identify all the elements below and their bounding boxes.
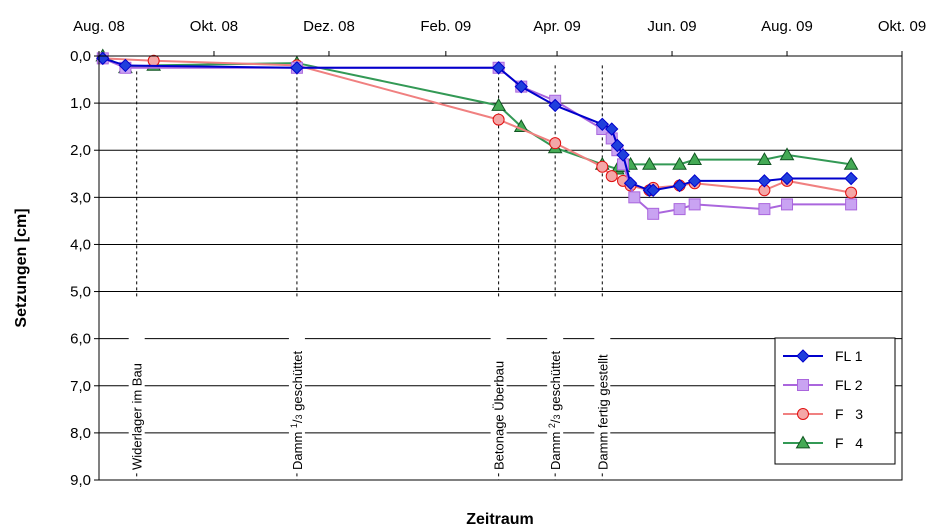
axes: 0,0 1,0 2,0 3,0 4,0 5,0 6,0 7,0 8,0 9,0 Aug. 08 Okt… — [70, 18, 926, 489]
y-tick-label: 8,0 — [70, 425, 91, 442]
event-label-part: / — [548, 419, 563, 423]
data-point — [596, 160, 609, 173]
y-tick-label: 5,0 — [70, 284, 91, 301]
data-point — [514, 79, 528, 94]
plot-area — [98, 55, 903, 481]
x-tick-label: Feb. 09 — [420, 18, 471, 35]
data-point — [646, 183, 660, 197]
event-label-part: geschüttet — [290, 350, 305, 414]
x-tick-label: Aug. 09 — [761, 18, 813, 35]
data-point — [491, 61, 506, 75]
data-point — [672, 178, 687, 193]
data-point — [628, 191, 641, 204]
event-label-part: Damm — [548, 428, 563, 470]
y-tick-label: 9,0 — [70, 472, 91, 489]
data-point — [687, 174, 702, 188]
series-line — [102, 57, 852, 215]
series-line — [102, 57, 852, 192]
data-point — [290, 61, 304, 75]
event-label-part: geschüttet — [548, 350, 563, 414]
event-label-bg — [594, 297, 611, 473]
x-tick-label: Okt. 09 — [878, 18, 926, 35]
data-point — [491, 97, 506, 111]
legend-marker — [797, 379, 809, 391]
data-point — [672, 156, 687, 170]
legend-label: FL 1 — [835, 348, 863, 364]
x-tick-label: Dez. 08 — [303, 18, 355, 35]
data-point — [605, 122, 619, 136]
data-point — [757, 174, 772, 188]
series-line — [102, 57, 852, 194]
data-point — [642, 156, 657, 170]
x-tick-label: Jun. 09 — [647, 18, 696, 35]
x-tick-label: Okt. 08 — [190, 18, 238, 35]
event-label-part: / — [290, 419, 305, 423]
data-point — [623, 176, 638, 190]
data-point — [118, 58, 133, 73]
y-tick-label: 1,0 — [70, 95, 91, 112]
data-point — [845, 198, 858, 211]
legend: FL 1 FL 2 F 3 F 4 — [774, 337, 896, 465]
event-label: Damm 1/3 geschüttet — [289, 350, 305, 470]
event-label-bg — [288, 297, 305, 473]
data-point — [673, 203, 686, 216]
legend-marker — [795, 435, 811, 449]
data-point — [780, 171, 794, 186]
legend-label: FL 2 — [835, 377, 863, 393]
event-label: Damm 2/3 geschüttet — [547, 350, 563, 470]
data-point — [779, 147, 795, 161]
y-tick-label: 0,0 — [70, 48, 91, 65]
data-point — [757, 152, 772, 166]
data-point — [845, 186, 858, 199]
data-point — [595, 117, 609, 132]
x-tick-label: Aug. 08 — [73, 18, 125, 35]
y-tick-label: 6,0 — [70, 331, 91, 348]
data-point — [549, 137, 562, 150]
data-point — [548, 98, 562, 113]
x-tick-label: Apr. 09 — [533, 18, 581, 35]
data-point — [758, 203, 771, 216]
y-tick-label: 2,0 — [70, 142, 91, 159]
series-line — [102, 55, 852, 171]
data-point — [147, 54, 160, 67]
series-lines — [95, 48, 859, 220]
event-label-bg — [547, 297, 564, 473]
event-label: Damm fertig gestellt — [595, 354, 610, 470]
event-label: Betonage Überbau — [492, 361, 507, 470]
event-label-part: 2 — [547, 423, 557, 428]
event-label-part: 1 — [289, 423, 299, 428]
event-label: Widerlager im Bau — [130, 363, 145, 470]
data-point — [616, 148, 630, 162]
event-label-part: Damm — [290, 428, 305, 470]
legend-label: F 3 — [835, 406, 863, 422]
data-point — [605, 170, 618, 183]
data-point — [610, 138, 625, 153]
event-label-bg — [490, 297, 507, 473]
event-label-part: 3 — [552, 414, 562, 419]
y-tick-label: 3,0 — [70, 189, 91, 206]
data-point — [781, 198, 794, 211]
event-label-part: 3 — [294, 414, 304, 419]
legend-marker — [797, 408, 809, 420]
data-point — [843, 156, 859, 170]
data-point — [647, 207, 660, 220]
event-label-bg — [128, 297, 145, 473]
y-tick-label: 4,0 — [70, 236, 91, 253]
event-markers: Widerlager im Bau Damm 1/3 geschüttet Beto… — [128, 65, 611, 480]
y-axis-title: Setzungen [cm] — [13, 208, 30, 327]
data-point — [687, 152, 703, 166]
data-point — [688, 198, 701, 211]
data-point — [492, 113, 505, 126]
legend-label: F 4 — [835, 435, 863, 451]
legend-box — [774, 337, 896, 465]
y-tick-label: 7,0 — [70, 378, 91, 395]
data-point — [844, 171, 858, 186]
x-axis-title: Zeitraum — [466, 511, 534, 528]
legend-marker — [796, 349, 810, 363]
